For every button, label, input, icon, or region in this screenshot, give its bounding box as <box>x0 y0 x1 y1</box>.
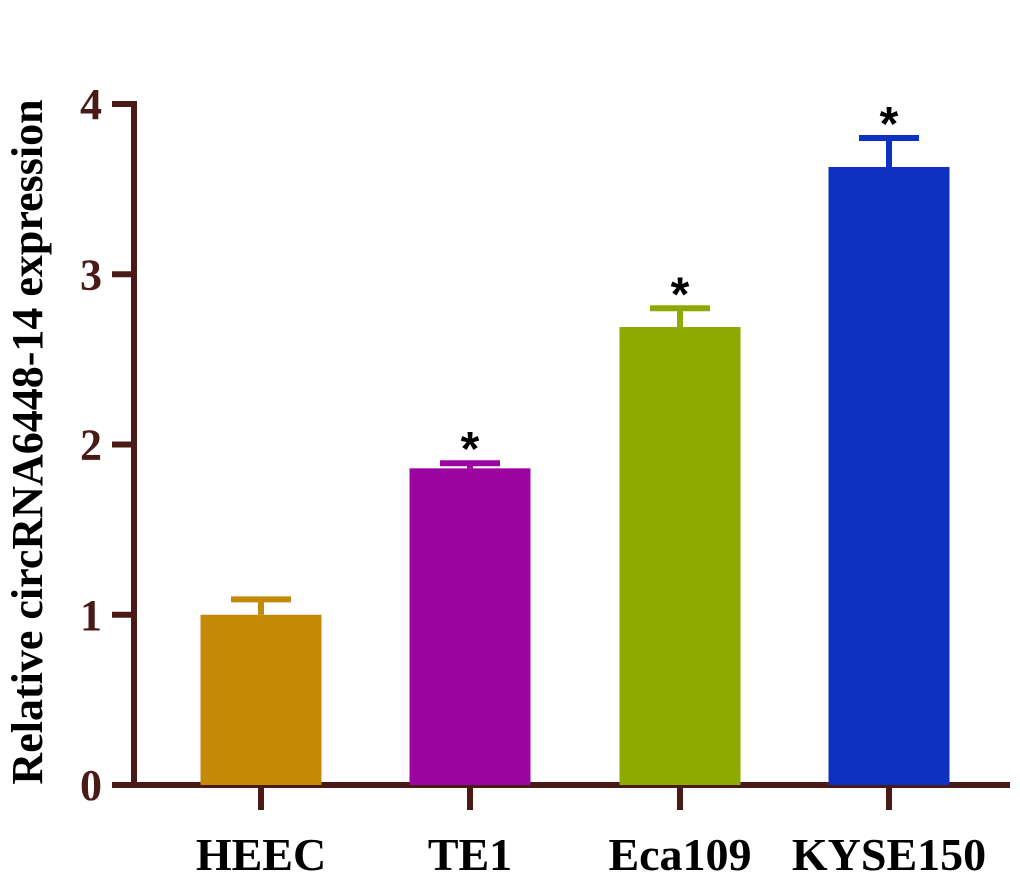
x-tick-label-te1: TE1 <box>428 829 512 880</box>
significance-star-eca109: * <box>671 268 690 321</box>
y-ticks: 0 1 2 3 4 <box>80 80 134 810</box>
x-ticks: HEEC TE1 Eca109 KYSE150 <box>196 785 986 880</box>
y-tick-label: 4 <box>80 80 102 129</box>
bars <box>200 166 950 785</box>
significance-star-kyse150: * <box>880 98 899 151</box>
y-tick-label: 0 <box>80 761 102 810</box>
y-axis-label-group: Relative circRNA6448-14 expression <box>3 99 52 784</box>
bar-eca109 <box>619 327 741 785</box>
x-tick-label-heec: HEEC <box>196 829 326 880</box>
y-tick-label: 2 <box>80 421 102 470</box>
y-tick-label: 3 <box>80 250 102 299</box>
bar-te1 <box>409 468 531 785</box>
significance-star-te1: * <box>461 423 480 476</box>
significance-markers: * * * <box>461 98 899 476</box>
x-tick-label-eca109: Eca109 <box>608 829 751 880</box>
error-bars <box>231 135 919 615</box>
y-axis-label: Relative circRNA6448-14 expression <box>3 99 52 784</box>
bar-heec <box>200 614 322 785</box>
bar-kyse150 <box>828 166 950 785</box>
y-tick-label: 1 <box>80 591 102 640</box>
x-tick-label-kyse150: KYSE150 <box>792 829 986 880</box>
